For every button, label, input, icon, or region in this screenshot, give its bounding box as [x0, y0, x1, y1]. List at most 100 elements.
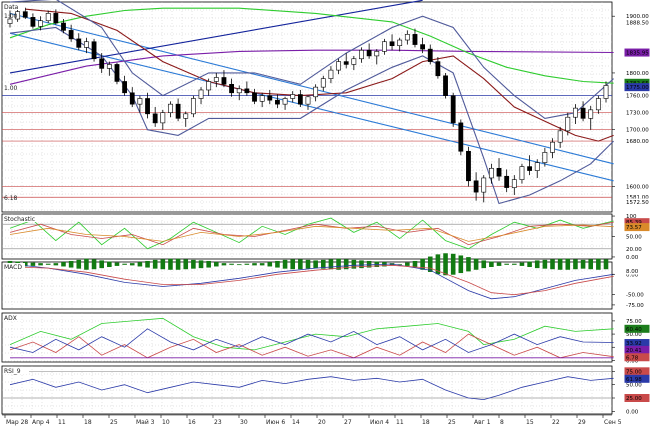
x-tick-label: 25: [448, 419, 456, 426]
x-tick-label: 22: [552, 419, 560, 426]
candle-body: [458, 122, 464, 152]
candle-body: [160, 112, 166, 124]
candle-body: [84, 41, 89, 48]
candle-body: [366, 49, 372, 57]
candle: [427, 44, 433, 65]
candle-body: [198, 89, 204, 99]
macd-histogram-bar: [99, 260, 104, 269]
candle-body: [68, 30, 74, 40]
price-label-text: 25.00: [626, 396, 642, 402]
macd-histogram-bar: [534, 260, 540, 269]
macd-histogram-bar: [183, 259, 189, 270]
adx-line-1: [9, 333, 614, 359]
price-line-1: [9, 32, 614, 182]
price-label-text: 20.41: [626, 348, 642, 354]
x-tick-label: 8: [500, 419, 504, 426]
pane-title-bg: [3, 3, 25, 10]
candle-body: [374, 51, 380, 57]
macd-histogram-bar: [565, 258, 571, 270]
candle-body: [229, 83, 234, 94]
candle-body: [282, 98, 288, 105]
price-label-bg: [624, 48, 650, 57]
candle: [481, 175, 487, 203]
price-line-0: [9, 12, 614, 165]
macd-histogram-bar: [68, 260, 74, 268]
candle: [229, 78, 234, 97]
candle-body: [53, 13, 59, 24]
price-label: 8.00: [625, 267, 649, 275]
candle: [534, 159, 540, 178]
candle-body: [595, 98, 601, 111]
price-label: 1581.00: [625, 193, 649, 201]
price-label-bg: [625, 267, 649, 275]
price-label: 1730.00: [625, 109, 649, 117]
macd-histogram-bar: [481, 260, 487, 269]
candle-body: [129, 92, 135, 105]
y-tick-label: -50.00: [626, 293, 644, 299]
candle-body: [7, 18, 13, 24]
macd-histogram-bar: [84, 258, 89, 270]
candle: [213, 72, 219, 88]
price-label: 1775.00: [624, 83, 650, 92]
macd-histogram-bar: [320, 259, 326, 269]
candle-body: [106, 64, 112, 69]
candle: [22, 7, 28, 20]
adx-line-0: [9, 317, 614, 351]
macd-histogram-bar: [550, 259, 555, 270]
candle: [404, 30, 410, 45]
candle: [290, 91, 296, 103]
y-tick-label: 1900.00: [626, 14, 649, 20]
candle-body: [488, 167, 494, 179]
price-line-3: [9, 49, 614, 85]
candle-body: [511, 179, 517, 188]
price-label-text: 1572.50: [626, 200, 649, 206]
candle: [473, 172, 479, 201]
adx-pane: ADX75.0050.0025.000.0060.4033.9220.416.7…: [1, 312, 650, 364]
candle-body: [504, 175, 510, 188]
candle-body: [527, 166, 532, 171]
candle-body: [15, 11, 21, 20]
candle-body: [466, 150, 471, 182]
candle-body: [443, 75, 448, 96]
price-label: 1700.00: [625, 126, 649, 134]
y-tick-label: 50.00: [626, 383, 642, 389]
candle: [145, 92, 150, 119]
y-tick-label: 0.00: [626, 358, 639, 364]
macd-histogram-bar: [557, 258, 563, 270]
macd-histogram-bar: [168, 258, 173, 270]
macd-histogram-bar: [351, 259, 357, 269]
macd-histogram-bar: [252, 263, 257, 266]
candle-body: [183, 113, 189, 119]
price-line-5: [9, 7, 614, 142]
macd-histogram-bar: [443, 253, 448, 276]
macd-histogram-bar: [359, 260, 364, 269]
price-label-text: 1680.00: [626, 139, 649, 145]
price-label-bg: [625, 182, 649, 190]
pane-title-bg: [3, 314, 21, 321]
price-label-bg: [625, 19, 649, 27]
candle: [152, 107, 158, 127]
candle: [183, 111, 189, 127]
candle-body: [320, 78, 326, 88]
candle: [38, 16, 43, 31]
candle-body: [114, 64, 120, 82]
candle-body: [190, 98, 196, 115]
candle-body: [213, 77, 219, 82]
price-label-text: 1760.00: [626, 94, 649, 100]
macd-histogram-bar: [504, 263, 509, 265]
x-tick-label: 10: [162, 419, 170, 426]
candle-body: [534, 162, 540, 171]
price-label-text: 1775.00: [626, 85, 649, 91]
macd-histogram-bar: [76, 259, 82, 269]
macd-histogram-bar: [489, 261, 494, 268]
stochastic-line-2: [9, 224, 614, 242]
x-tick-label: 18: [84, 419, 92, 426]
macd-histogram-bar: [458, 255, 464, 274]
macd-histogram-bar: [152, 259, 158, 269]
price-label-text: 73.57: [626, 225, 642, 231]
x-tick-label: 11: [396, 419, 404, 426]
candle-body: [168, 103, 173, 113]
candle-body: [542, 152, 548, 163]
y-tick-label: -75.00: [626, 303, 644, 309]
pane-title-bg: [3, 367, 29, 374]
